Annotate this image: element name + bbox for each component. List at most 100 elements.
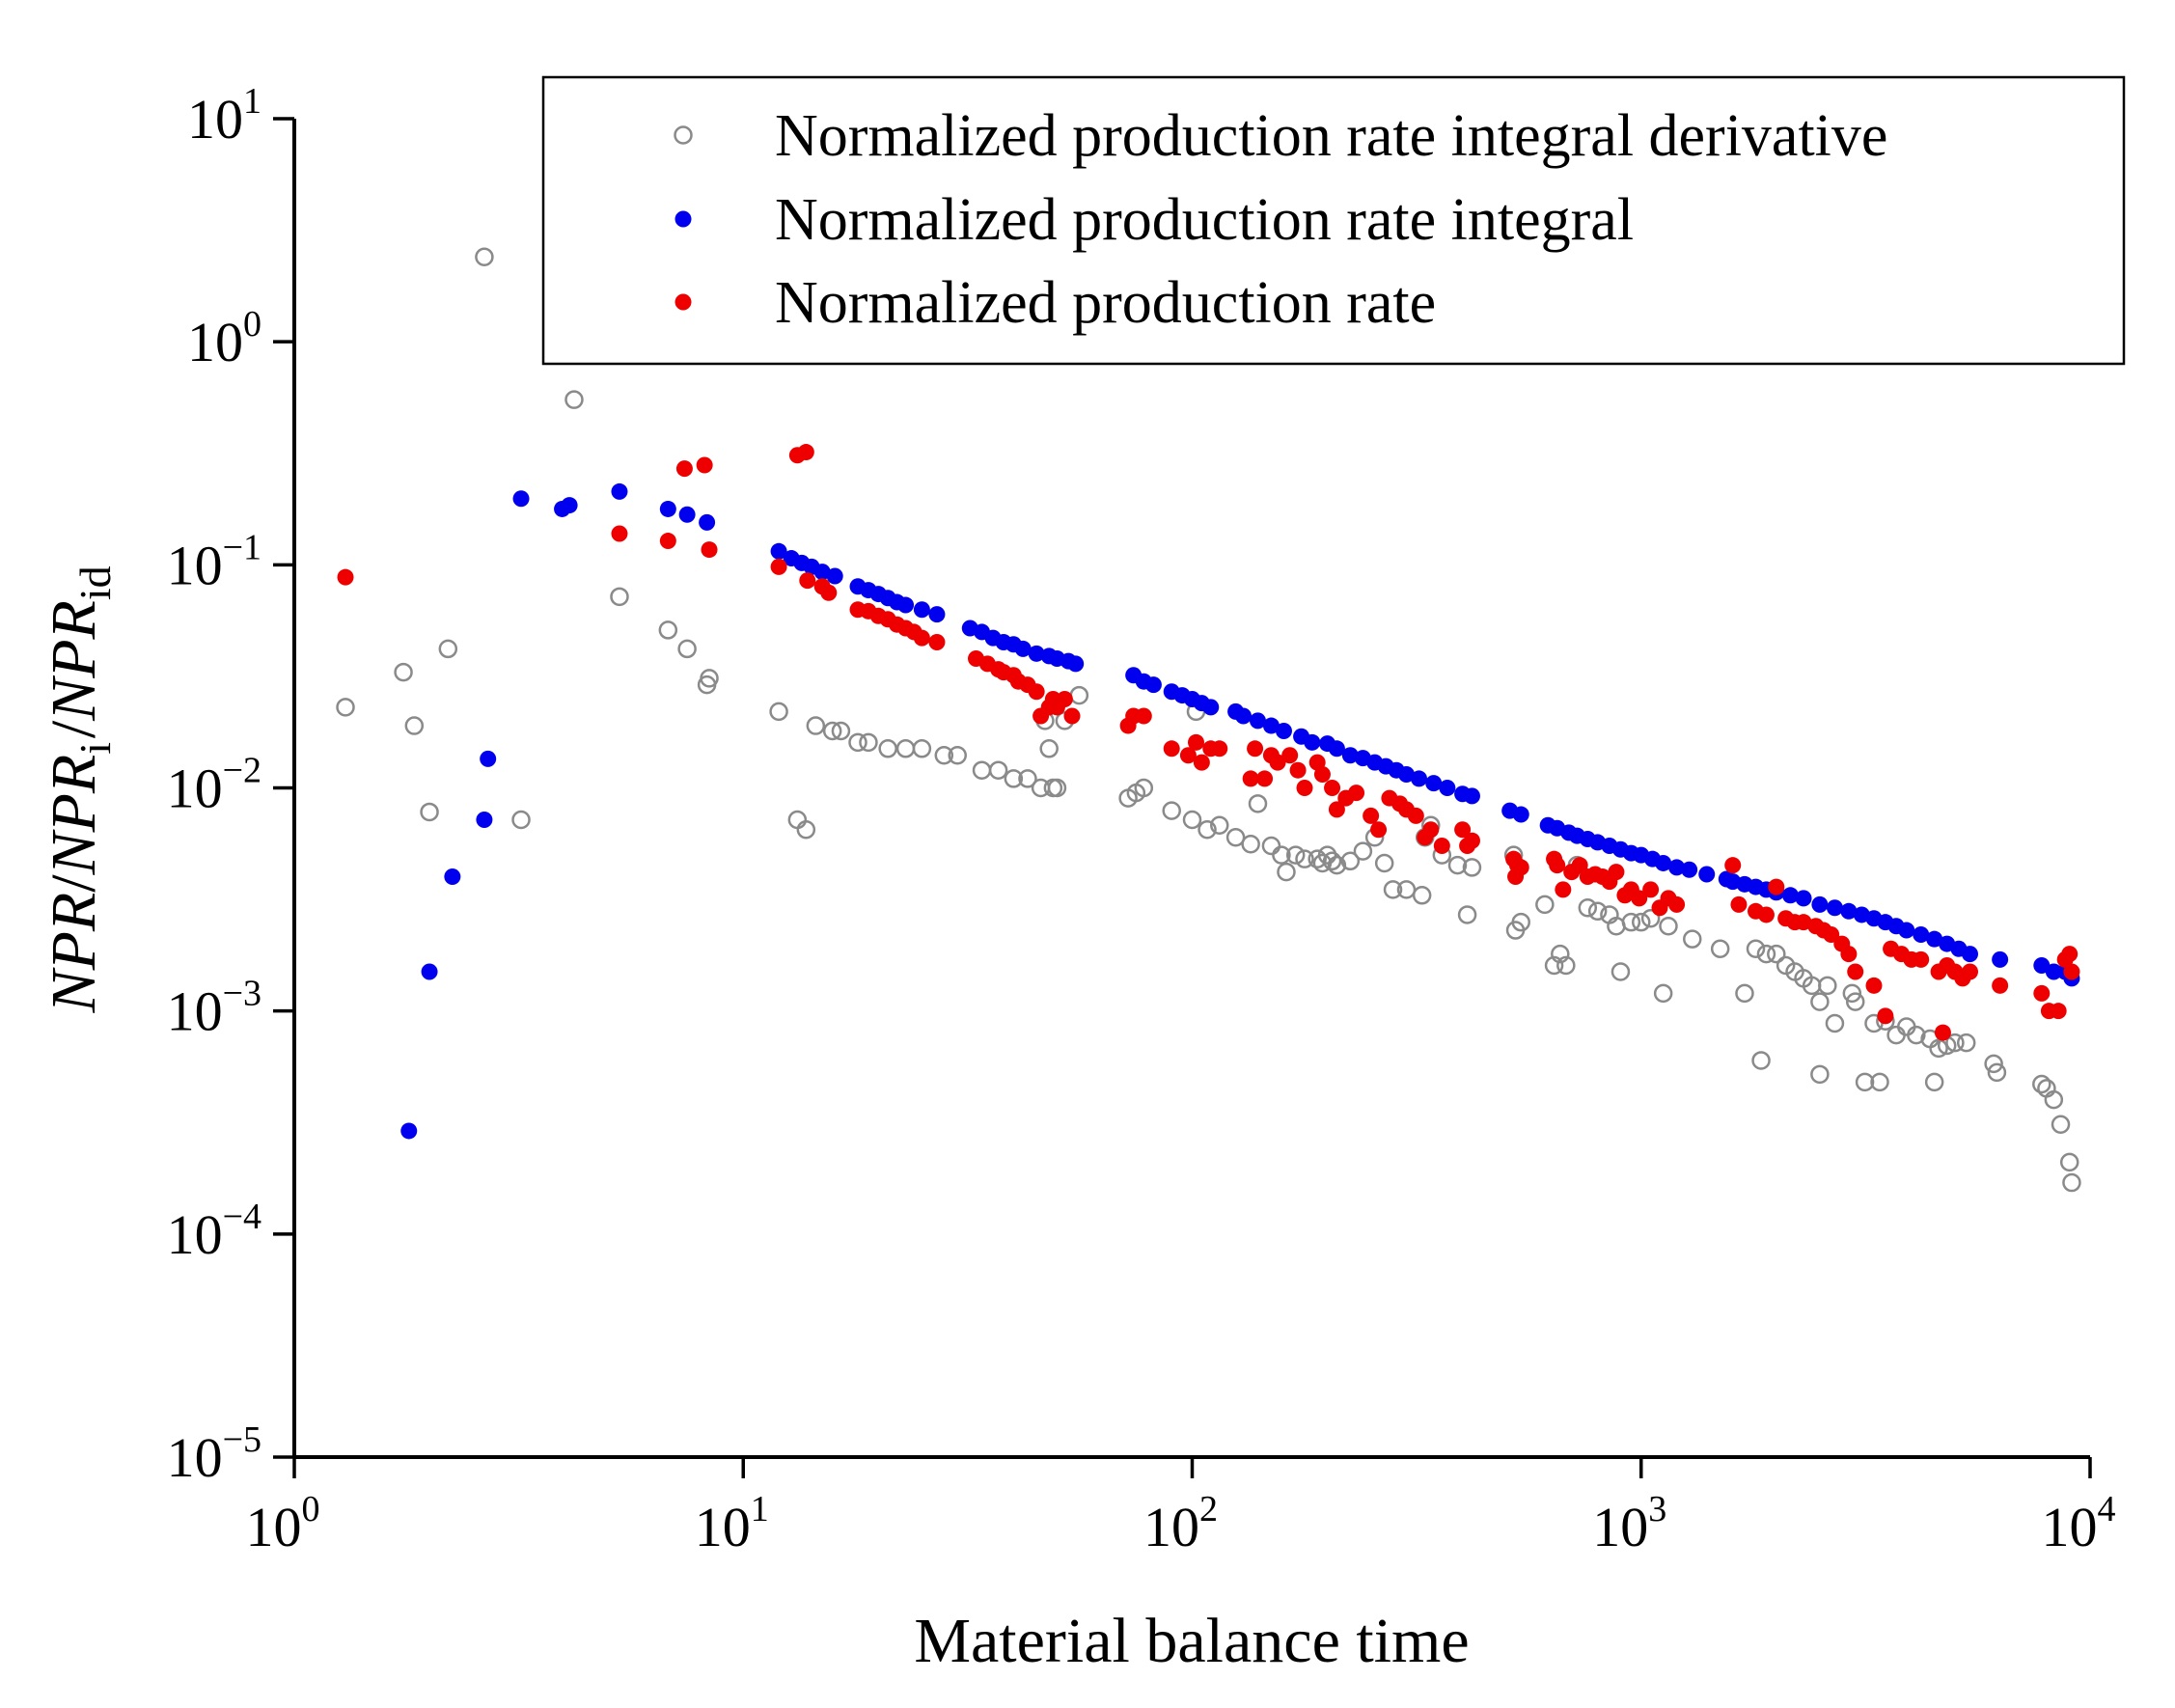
data-point — [2032, 1074, 2051, 1094]
data-point — [1412, 886, 1432, 905]
data-point — [1275, 722, 1292, 739]
data-point — [421, 963, 438, 980]
y-tick-exponent: −5 — [223, 1419, 262, 1460]
data-point — [394, 662, 413, 682]
data-point — [934, 745, 954, 765]
series-2 — [400, 482, 2080, 1140]
data-point — [1845, 992, 1865, 1011]
data-point — [1063, 707, 1081, 725]
y-tick-exponent: −3 — [223, 974, 262, 1014]
data-point — [1611, 962, 1631, 981]
data-point — [1277, 862, 1296, 882]
data-point — [1454, 821, 1472, 839]
series-1 — [336, 247, 2081, 1193]
data-point — [420, 802, 439, 822]
data-point — [1587, 901, 1608, 922]
data-point — [1840, 902, 1858, 920]
legend-label: Normalized production rate integral deri… — [775, 103, 1887, 169]
data-point — [696, 456, 713, 474]
x-tick-label: 100 — [246, 1489, 320, 1558]
data-point — [1225, 828, 1246, 847]
data-point — [1640, 908, 1661, 928]
y-tick-base: 10 — [187, 311, 243, 373]
data-point — [1512, 859, 1529, 876]
data-point — [1304, 733, 1321, 751]
data-point — [988, 760, 1008, 780]
data-point — [831, 721, 851, 741]
data-point — [1681, 861, 1698, 878]
data-point — [1549, 857, 1566, 874]
data-point — [1825, 1013, 1845, 1033]
data-point — [1383, 880, 1403, 899]
data-point — [404, 716, 425, 735]
data-point — [1855, 1072, 1875, 1092]
data-point — [1056, 691, 1073, 708]
x-tick-label: 104 — [2042, 1489, 2116, 1558]
data-point — [1295, 849, 1314, 868]
data-point — [796, 819, 816, 840]
legend-label: Normalized production rate — [775, 270, 1436, 336]
data-point — [897, 596, 915, 614]
y-tick-base: 10 — [167, 758, 223, 820]
data-point — [1781, 887, 1799, 904]
data-point — [1767, 944, 1786, 964]
data-point — [1735, 983, 1754, 1004]
data-point — [1768, 878, 1785, 895]
x-axis-title: Material balance time — [914, 1606, 1469, 1676]
data-point — [1188, 733, 1205, 751]
x-axis-ticks: 100 101 102 103 104 — [246, 1457, 2116, 1558]
data-point — [1926, 930, 1943, 948]
data-point — [1934, 1024, 1951, 1041]
x-tick-base: 10 — [1143, 1496, 1199, 1558]
data-point — [480, 750, 497, 767]
data-point — [1249, 712, 1266, 730]
data-point — [1144, 676, 1162, 694]
data-point — [1668, 859, 1686, 876]
data-point — [1992, 950, 2009, 968]
data-point — [1578, 898, 1598, 918]
data-point — [822, 721, 842, 741]
x-tick-base: 10 — [2042, 1496, 2098, 1558]
data-point — [1202, 699, 1220, 716]
data-point — [1211, 740, 1228, 758]
data-point — [1324, 780, 1341, 796]
plot-area — [336, 247, 2081, 1193]
data-point — [859, 732, 878, 753]
data-point — [1512, 806, 1529, 823]
data-point — [1433, 838, 1450, 855]
x-tick-exponent: 2 — [1199, 1489, 1218, 1529]
series-3 — [337, 444, 2080, 1041]
data-point — [1411, 770, 1428, 787]
data-point — [1374, 853, 1394, 873]
data-point — [675, 460, 693, 478]
y-label-part: / — [39, 874, 109, 893]
x-tick-label: 101 — [695, 1489, 769, 1558]
data-point — [1285, 845, 1306, 865]
data-point — [1632, 912, 1651, 932]
data-point — [1956, 1033, 1976, 1053]
data-point — [1308, 849, 1327, 868]
data-point — [1818, 976, 1837, 996]
y-tick-exponent: −2 — [223, 751, 262, 791]
y-tick-exponent: −4 — [223, 1197, 262, 1237]
data-point — [1322, 851, 1342, 871]
data-point — [701, 541, 718, 559]
data-point — [1135, 707, 1152, 725]
data-point — [1870, 1072, 1889, 1092]
data-point — [1425, 775, 1443, 792]
data-point — [1746, 939, 1766, 958]
legend: Normalized production rate integral deri… — [541, 75, 2126, 366]
data-point — [1653, 983, 1673, 1004]
x-tick-base: 10 — [246, 1496, 302, 1558]
y-tick-label: 101 — [187, 81, 262, 151]
data-point — [1039, 739, 1059, 758]
data-point — [2059, 1152, 2079, 1172]
data-point — [1898, 922, 1915, 939]
data-point — [2063, 963, 2080, 980]
y-tick-base: 10 — [167, 1426, 223, 1489]
data-point — [1235, 707, 1253, 725]
data-point — [1907, 1025, 1926, 1045]
y-label-part: NPR — [39, 893, 109, 1014]
data-point — [1248, 794, 1268, 813]
data-point — [1328, 740, 1345, 758]
